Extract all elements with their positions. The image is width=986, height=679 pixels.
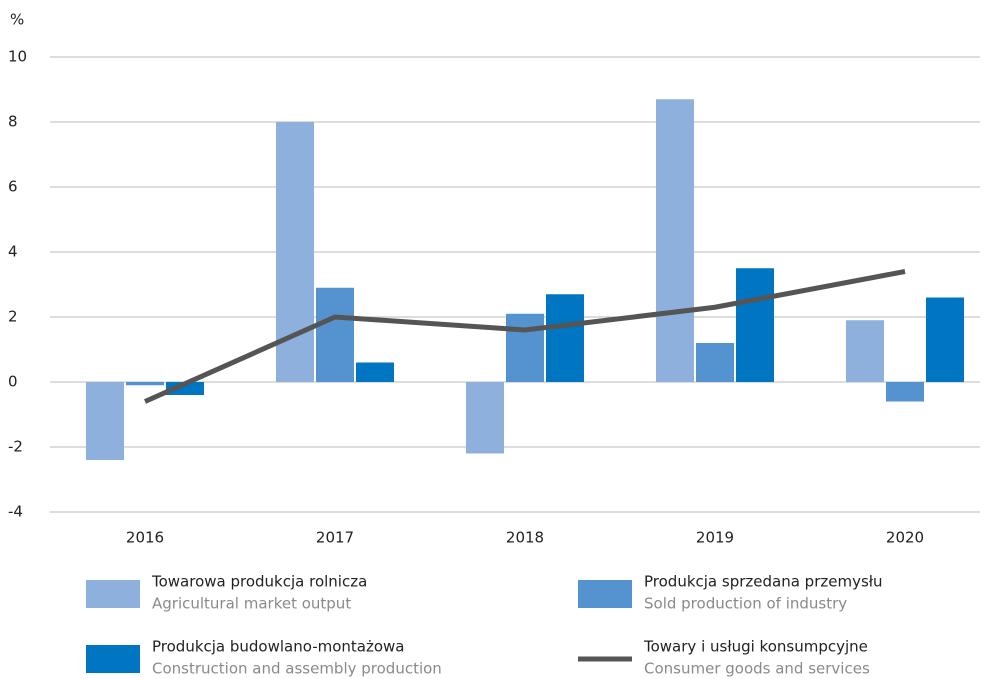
y-tick-label: -4 xyxy=(8,503,23,521)
bar xyxy=(546,294,584,382)
x-tick-label: 2019 xyxy=(696,529,734,547)
bar xyxy=(466,382,504,454)
y-axis-unit: % xyxy=(10,11,24,29)
legend-label: Towarowa produkcja rolnicza xyxy=(151,573,367,591)
legend-label: Towary i usługi konsumpcyjne xyxy=(643,638,868,656)
bar xyxy=(656,99,694,382)
legend-swatch xyxy=(86,580,140,608)
x-tick-label: 2017 xyxy=(316,529,354,547)
y-tick-label: 0 xyxy=(8,373,18,391)
bar xyxy=(86,382,124,460)
bar xyxy=(316,287,354,382)
bar xyxy=(356,362,394,382)
bar xyxy=(886,382,924,402)
y-tick-label: -2 xyxy=(8,438,23,456)
legend-label: Produkcja budowlano-montażowa xyxy=(152,638,405,656)
bar xyxy=(506,313,544,382)
bar xyxy=(846,320,884,382)
y-tick-label: 2 xyxy=(8,308,18,326)
legend-label: Produkcja sprzedana przemysłu xyxy=(644,573,883,591)
x-tick-label: 2020 xyxy=(886,529,924,547)
bar xyxy=(926,297,964,382)
x-tick-label: 2018 xyxy=(506,529,544,547)
bar xyxy=(736,268,774,382)
y-tick-label: 10 xyxy=(8,48,27,66)
legend-label-en: Sold production of industry xyxy=(644,595,847,613)
x-tick-label: 2016 xyxy=(126,529,164,547)
legend-label-en: Agricultural market output xyxy=(152,595,351,613)
legend-swatch xyxy=(86,645,140,673)
line xyxy=(143,269,906,404)
legend-label-en: Construction and assembly production xyxy=(152,660,442,678)
legend-swatch xyxy=(578,580,632,608)
bar xyxy=(696,343,734,382)
y-tick-label: 6 xyxy=(8,178,18,196)
legend-label-en: Consumer goods and services xyxy=(644,660,870,678)
y-tick-label: 4 xyxy=(8,243,18,261)
bar xyxy=(126,382,164,386)
y-tick-label: 8 xyxy=(8,113,18,131)
